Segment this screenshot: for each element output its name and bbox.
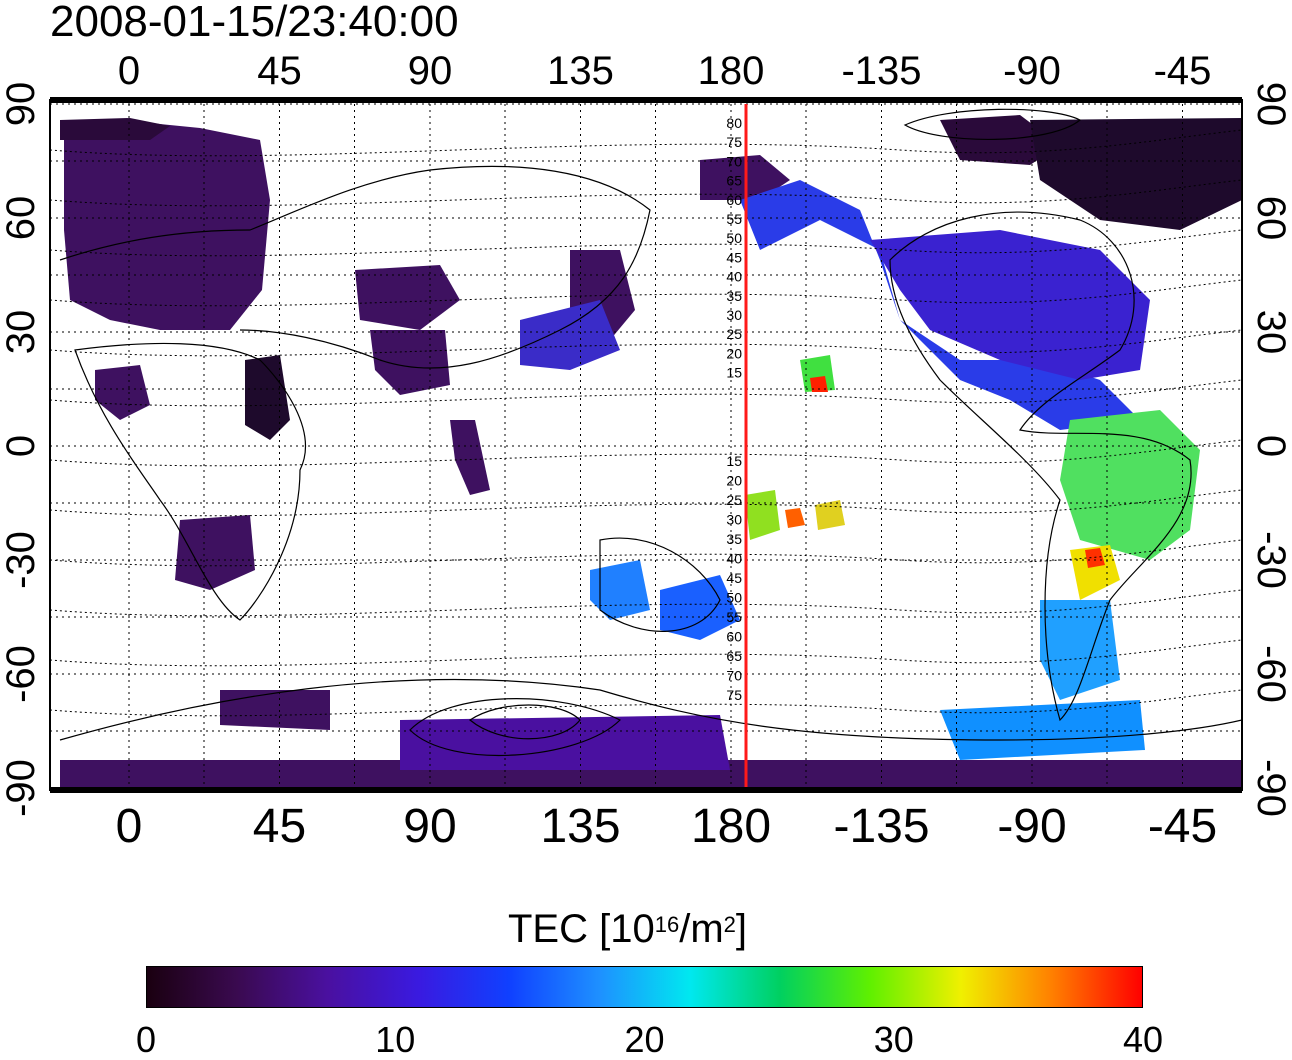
lon-tick-label: -135 — [841, 49, 921, 93]
geomagnetic-label: 70 — [726, 153, 742, 169]
geomagnetic-label: 60 — [726, 192, 742, 208]
lon-tick-label: 135 — [540, 800, 620, 853]
latitude-ticks-right: 90 60 30 0 -30 -60 -90 — [1249, 82, 1292, 817]
colorbar-tick-label: 20 — [624, 1019, 665, 1060]
lat-tick-label: -90 — [1249, 759, 1292, 817]
geomagnetic-label: 40 — [726, 551, 742, 567]
lon-tick-label: 45 — [257, 49, 302, 93]
lon-tick-label: 180 — [698, 49, 765, 93]
lon-tick-label: -135 — [833, 800, 929, 853]
geomagnetic-label: 35 — [726, 288, 742, 304]
lat-tick-label: -60 — [0, 645, 43, 703]
lon-tick-label: 0 — [118, 49, 140, 93]
lat-tick-label: 60 — [1249, 196, 1292, 241]
lon-tick-label: -90 — [997, 800, 1066, 853]
geomagnetic-contours — [50, 129, 1242, 717]
lon-tick-label: 90 — [408, 49, 453, 93]
lon-tick-label: 0 — [116, 800, 143, 853]
lat-tick-label: 0 — [1249, 435, 1292, 457]
lat-tick-label: -60 — [1249, 645, 1292, 703]
lon-tick-label: -45 — [1148, 800, 1217, 853]
lat-tick-label: 30 — [1249, 310, 1292, 355]
geomagnetic-label: 60 — [726, 629, 742, 645]
geomagnetic-label: 75 — [726, 134, 742, 150]
graticule — [50, 103, 1242, 789]
colorbar-tick-label: 40 — [1122, 1019, 1164, 1060]
geomagnetic-label: 20 — [726, 345, 742, 361]
colorbar-tick-label: 0 — [135, 1019, 157, 1060]
lat-tick-label: -30 — [0, 531, 43, 589]
lon-tick-label: -90 — [1003, 49, 1061, 93]
geomagnetic-label: 15 — [726, 365, 742, 381]
lat-tick-label: 60 — [0, 196, 43, 241]
geomagnetic-loop-north — [903, 108, 1082, 140]
tec-patches-low — [60, 115, 1242, 790]
geomagnetic-label: 25 — [726, 492, 742, 508]
map-frame-bottom-bar — [50, 787, 1242, 793]
lon-tick-label: 90 — [403, 800, 456, 853]
geomagnetic-label: 15 — [726, 453, 742, 469]
geomagnetic-label: 30 — [726, 512, 742, 528]
tec-map: 80 75 70 65 60 55 50 45 40 35 30 25 20 15 15 20 25 30 35 40… — [0, 49, 1292, 853]
geomagnetic-label: 75 — [726, 687, 742, 703]
geomagnetic-latitude-labels: 80 75 70 65 60 55 50 45 40 35 30 25 20 15 15 20 25 30 35 40… — [726, 115, 742, 703]
geomagnetic-loop-south — [409, 698, 622, 757]
map-frame-top-bar — [50, 97, 1242, 103]
tec-patches-mid — [590, 180, 1150, 760]
lon-tick-label: 45 — [253, 800, 306, 853]
lat-tick-label: 90 — [0, 82, 43, 127]
geomagnetic-label: 50 — [726, 230, 742, 246]
colorbar-title: TEC [1016/m2] — [508, 907, 748, 951]
longitude-ticks-bottom: 0 45 90 135 180 -135 -90 -45 — [116, 800, 1218, 853]
geomagnetic-label: 20 — [726, 473, 742, 489]
geomagnetic-label: 35 — [726, 531, 742, 547]
colorbar-tick-label: 10 — [375, 1019, 416, 1060]
lon-tick-label: -45 — [1154, 49, 1212, 93]
geomagnetic-label: 45 — [726, 249, 742, 265]
timestamp-title: 2008-01-15/23:40:00 — [50, 0, 459, 46]
geomagnetic-label: 55 — [726, 609, 742, 625]
geomagnetic-label: 40 — [726, 269, 742, 285]
longitude-ticks-top: 0 45 90 135 180 -135 -90 -45 — [118, 49, 1212, 93]
geomagnetic-label: 70 — [726, 668, 742, 684]
geomagnetic-label: 50 — [726, 590, 742, 606]
latitude-ticks-left: 90 60 30 0 -30 -60 -90 — [0, 82, 43, 817]
colorbar-tick-label: 30 — [873, 1019, 914, 1060]
geomagnetic-label: 45 — [726, 570, 742, 586]
lon-tick-label: 135 — [547, 49, 614, 93]
geomagnetic-label: 30 — [726, 307, 742, 323]
lon-tick-label: 180 — [691, 800, 771, 853]
geomagnetic-label: 65 — [726, 173, 742, 189]
coastlines — [59, 165, 1242, 741]
geomagnetic-label: 25 — [726, 326, 742, 342]
lat-tick-label: 30 — [0, 310, 43, 355]
lat-tick-label: -90 — [0, 759, 43, 817]
lat-tick-label: 90 — [1249, 82, 1292, 127]
lat-tick-label: 0 — [0, 435, 43, 457]
lat-tick-label: -30 — [1249, 531, 1292, 589]
geomagnetic-label: 55 — [726, 211, 742, 227]
geomagnetic-label: 80 — [726, 115, 742, 131]
geomagnetic-label: 65 — [726, 648, 742, 664]
tec-colorbar — [146, 966, 1143, 1008]
